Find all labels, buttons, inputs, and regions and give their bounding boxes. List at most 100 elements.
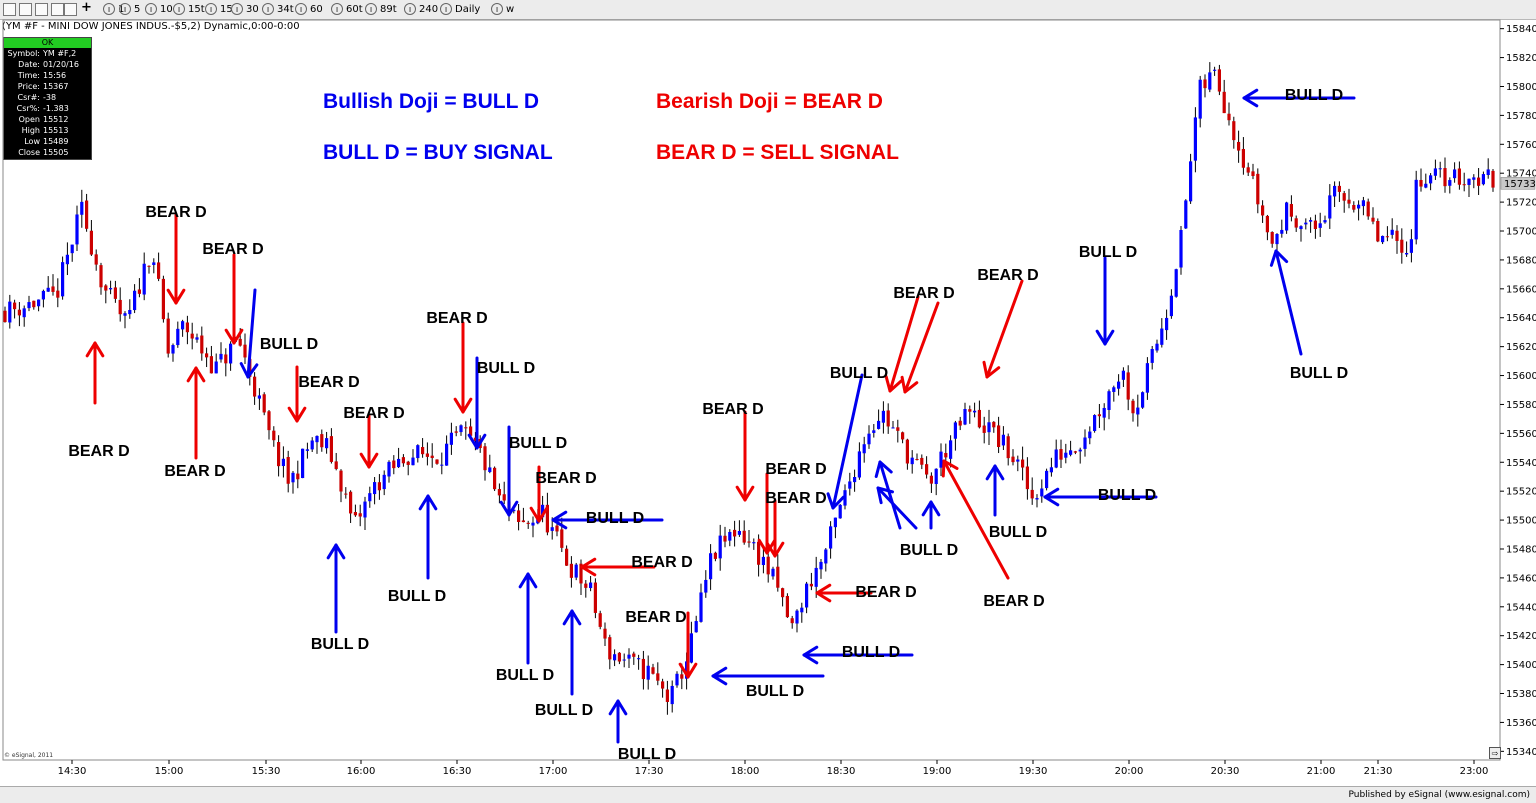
candle-body — [1289, 204, 1293, 217]
candle-body — [147, 265, 151, 267]
interval-button-89t[interactable]: I 89t — [365, 2, 397, 18]
interval-button-15t[interactable]: I 15t — [173, 2, 205, 18]
candle-body — [358, 513, 362, 517]
candle-body — [406, 461, 410, 465]
candle-body — [1083, 437, 1087, 449]
bull-d-label: BULL D — [1290, 365, 1348, 382]
candle-body — [579, 563, 583, 584]
candle-body — [1390, 229, 1394, 235]
crosshair-icon[interactable]: + — [81, 0, 92, 15]
zoom-icon[interactable] — [35, 3, 48, 16]
bear-arrowhead — [85, 341, 105, 358]
candle-body — [488, 467, 492, 472]
candle-body — [1443, 168, 1447, 187]
candle-body — [1395, 230, 1399, 241]
interval-button-30[interactable]: I 30 — [231, 2, 259, 18]
candle-body — [833, 517, 837, 528]
bull-arrowhead — [239, 362, 259, 379]
candle-body — [334, 461, 338, 469]
bear-d-label: BEAR D — [977, 267, 1038, 284]
x-tick-label: 20:00 — [1115, 766, 1144, 777]
candle-body — [435, 459, 439, 464]
info-value: -38 — [43, 93, 57, 102]
candle-body — [209, 356, 213, 374]
candle-body — [713, 552, 717, 559]
info-value: 15513 — [43, 126, 69, 135]
interval-icon: I — [440, 3, 452, 15]
bear-d-label: BEAR D — [765, 490, 826, 507]
interval-button-34t[interactable]: I 34t — [262, 2, 294, 18]
candle-body — [853, 477, 857, 483]
bull-d-label: BULL D — [535, 702, 593, 719]
bear-d-label: BEAR D — [298, 374, 359, 391]
candle-body — [41, 290, 45, 300]
bull-d-label: BULL D — [1098, 487, 1156, 504]
bear-arrowhead — [815, 583, 832, 603]
interval-label: 60t — [346, 4, 363, 15]
info-row: Price: 15367 — [4, 81, 91, 92]
candle-body — [157, 262, 161, 279]
candle-body — [661, 681, 665, 689]
candle-body — [128, 309, 132, 315]
bull-arrowhead — [1269, 249, 1289, 267]
candle-body — [689, 633, 693, 663]
candle-body — [310, 440, 314, 450]
interval-icon: I — [173, 3, 185, 15]
bull-arrowhead — [518, 572, 538, 589]
candle-body — [1342, 193, 1346, 201]
x-tick-label: 17:00 — [539, 766, 568, 777]
x-tick-label: 16:00 — [347, 766, 376, 777]
candle-body — [1381, 235, 1385, 243]
candle-body — [171, 345, 175, 354]
candle-body — [1213, 69, 1217, 71]
grid-icon[interactable] — [19, 3, 32, 16]
candle-body — [1059, 449, 1063, 460]
interval-button-daily[interactable]: I Daily — [440, 2, 480, 18]
candle-body — [992, 421, 996, 428]
x-tick-label: 19:30 — [1019, 766, 1048, 777]
scroll-right-icon[interactable]: ⇨ — [1489, 747, 1501, 759]
cursor-icon[interactable] — [51, 3, 64, 16]
candle-body — [1203, 79, 1207, 89]
interval-icon: I — [145, 3, 157, 15]
candle-body — [1486, 169, 1490, 176]
candle-body — [968, 409, 972, 412]
copyright-text: © eSignal, 2011 — [4, 752, 54, 759]
interval-button-240[interactable]: I 240 — [404, 2, 438, 18]
bear-d-label: BEAR D — [202, 241, 263, 258]
candle-body — [1491, 170, 1495, 188]
interval-icon: I — [103, 3, 115, 15]
candle-body — [680, 674, 684, 679]
candle-body — [1457, 168, 1461, 185]
candle-body — [589, 582, 593, 589]
candle-body — [382, 474, 386, 490]
candle-body — [401, 457, 405, 464]
bull-arrowhead — [608, 699, 628, 716]
candle-body — [526, 522, 530, 524]
candle-body — [243, 344, 247, 358]
interval-button-15[interactable]: I 15 — [205, 2, 233, 18]
chart-icon[interactable] — [64, 3, 77, 16]
y-tick-label: 15780 — [1506, 111, 1536, 122]
interval-button-60[interactable]: I 60 — [295, 2, 323, 18]
candle-body — [814, 567, 818, 587]
candle-body — [737, 530, 741, 535]
candle-body — [565, 548, 569, 566]
candle-body — [1035, 498, 1039, 500]
candle-body — [449, 432, 453, 445]
candle-body — [1054, 449, 1058, 468]
bear-d-label: BEAR D — [164, 463, 225, 480]
bull-arrowhead — [499, 500, 519, 517]
bull-arrowhead — [1043, 487, 1060, 507]
layout-icon[interactable] — [3, 3, 16, 16]
bull-arrowhead — [711, 666, 728, 686]
bear-arrowhead — [678, 662, 698, 679]
interval-button-60t[interactable]: I 60t — [331, 2, 363, 18]
interval-button-10[interactable]: I 10 — [145, 2, 173, 18]
bull-arrowhead — [802, 645, 819, 665]
candle-body — [1126, 372, 1130, 400]
candle-body — [1361, 200, 1365, 207]
